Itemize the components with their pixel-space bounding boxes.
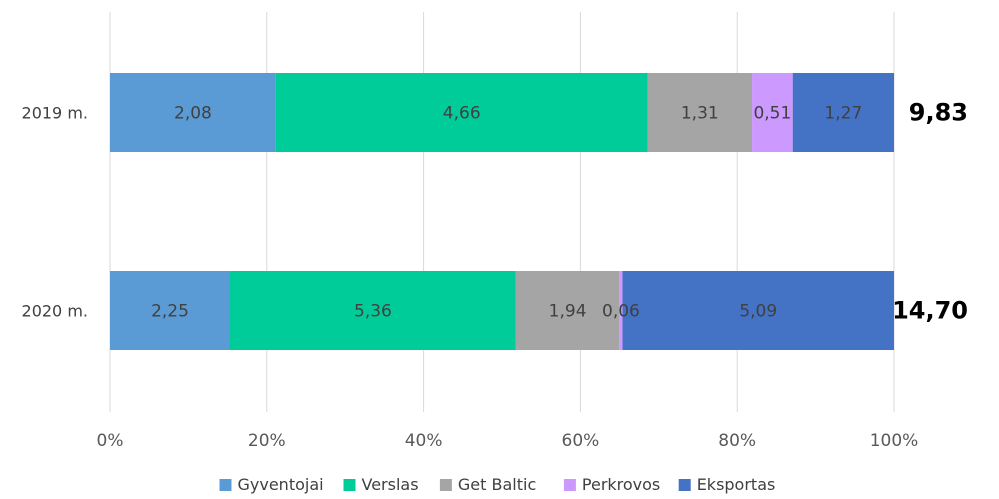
total-label: 9,83 <box>909 99 968 127</box>
bar-segment <box>110 73 276 152</box>
x-axis: 0% 20% 40% 60% 80% 100% <box>97 431 919 451</box>
x-tick-label: 100% <box>870 431 919 451</box>
bar-segment <box>275 73 648 152</box>
gridlines <box>109 12 895 412</box>
x-tick-label: 0% <box>97 431 124 451</box>
category-label: 2019 m. <box>22 104 88 123</box>
x-tick-label: 40% <box>405 431 443 451</box>
data-label: 1,94 <box>549 302 587 322</box>
totals: 9,83 14,70 <box>892 99 968 325</box>
category-label: 2020 m. <box>22 302 88 321</box>
x-tick-label: 20% <box>248 431 286 451</box>
x-tick-label: 80% <box>718 431 756 451</box>
legend-swatch <box>343 479 356 491</box>
legend-label: Gyventojai <box>238 475 324 494</box>
data-label: 0,06 <box>602 302 640 322</box>
legend-label: Perkrovos <box>582 475 660 494</box>
legend-swatch <box>439 479 452 491</box>
data-label: 5,36 <box>354 302 392 322</box>
legend-swatch <box>678 479 691 491</box>
data-labels: 2,08 4,66 1,31 0,51 1,27 2,25 5,36 1,94 0,06 5,09 <box>151 104 862 322</box>
legend-label: Get Baltic <box>458 475 536 494</box>
bar-segment <box>647 73 753 152</box>
data-label: 1,31 <box>681 104 719 124</box>
legend-swatch <box>219 479 232 491</box>
data-label: 2,25 <box>151 302 189 322</box>
data-label: 0,51 <box>753 104 791 124</box>
legend-label: Eksportas <box>697 475 776 494</box>
bar-segment <box>792 73 894 152</box>
bars <box>110 73 894 350</box>
data-label: 1,27 <box>824 104 862 124</box>
legend-label: Verslas <box>362 475 419 494</box>
bar-segment <box>622 271 894 350</box>
data-label: 5,09 <box>739 302 777 322</box>
data-label: 2,08 <box>174 104 212 124</box>
bar-segment <box>752 73 793 152</box>
legend: Gyventojai Verslas Get Baltic Perkrovos Eksp… <box>219 475 776 494</box>
legend-swatch <box>563 479 576 491</box>
bar-segment <box>515 271 620 350</box>
bar-segment <box>230 271 516 350</box>
bar-segment <box>110 271 230 350</box>
total-label: 14,70 <box>892 297 968 325</box>
category-axis: 2019 m. 2020 m. <box>22 104 88 321</box>
x-tick-label: 60% <box>562 431 600 451</box>
data-label: 4,66 <box>443 104 481 124</box>
bar-segment <box>619 271 623 350</box>
